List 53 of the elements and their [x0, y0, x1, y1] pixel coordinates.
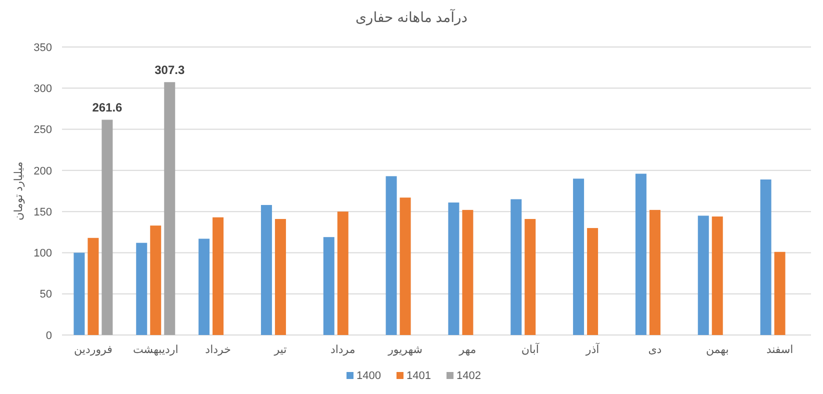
- bar: [74, 252, 85, 335]
- x-tick-label: شهریور: [387, 344, 423, 356]
- bar: [448, 202, 460, 335]
- bar: [386, 176, 397, 335]
- legend-label: 1400: [356, 370, 381, 382]
- y-tick-label: 300: [34, 82, 52, 95]
- bar: [323, 237, 334, 335]
- bar: [524, 218, 536, 335]
- data-label: 307.3: [154, 63, 185, 78]
- bar: [164, 82, 176, 335]
- y-tick-label: 250: [34, 124, 52, 136]
- bar: [198, 238, 210, 335]
- x-tick-label: اسفند: [766, 344, 794, 356]
- bar: [587, 228, 598, 335]
- bar: [212, 217, 224, 335]
- y-axis-title: میلیارد تومان: [13, 161, 25, 220]
- bar: [150, 226, 162, 335]
- x-tick-label: خرداد: [205, 344, 231, 356]
- y-tick-label: 150: [34, 206, 52, 218]
- x-tick-label: مرداد: [330, 344, 356, 356]
- bar: [573, 178, 584, 335]
- x-tick-label: بهمن: [706, 344, 729, 356]
- bar: [88, 238, 99, 335]
- bar: [337, 212, 348, 335]
- y-tick-label: 350: [34, 42, 52, 54]
- bar: [774, 252, 786, 335]
- bar: [274, 218, 286, 335]
- legend-label: 1402: [456, 370, 481, 382]
- y-tick-label: 50: [40, 288, 52, 301]
- x-tick-label: دی: [648, 344, 662, 356]
- x-tick-label: آبان: [521, 342, 540, 356]
- bar: [698, 216, 709, 335]
- bar: [260, 204, 272, 335]
- bar: [136, 242, 148, 335]
- bar: [635, 174, 646, 335]
- chart-title: درآمد ماهانه حفاری: [355, 8, 468, 26]
- y-tick-label: 0: [46, 330, 52, 342]
- bar: [760, 179, 772, 335]
- y-tick-label: 200: [34, 165, 52, 178]
- bar: [649, 210, 660, 335]
- bar: [400, 198, 411, 335]
- x-tick-label: اردیبهشت: [132, 344, 178, 356]
- bar: [510, 199, 522, 335]
- x-tick-label: آذر: [584, 342, 600, 356]
- bar: [712, 216, 723, 335]
- x-tick-label: تیر: [273, 344, 287, 356]
- x-tick-label: مهر: [458, 344, 476, 356]
- legend-label: 1401: [406, 370, 431, 382]
- y-tick-label: 100: [34, 248, 52, 260]
- x-tick-label: فروردین: [74, 344, 112, 356]
- bar: [462, 210, 474, 335]
- data-label: 261.6: [92, 100, 123, 115]
- bar: [102, 120, 113, 335]
